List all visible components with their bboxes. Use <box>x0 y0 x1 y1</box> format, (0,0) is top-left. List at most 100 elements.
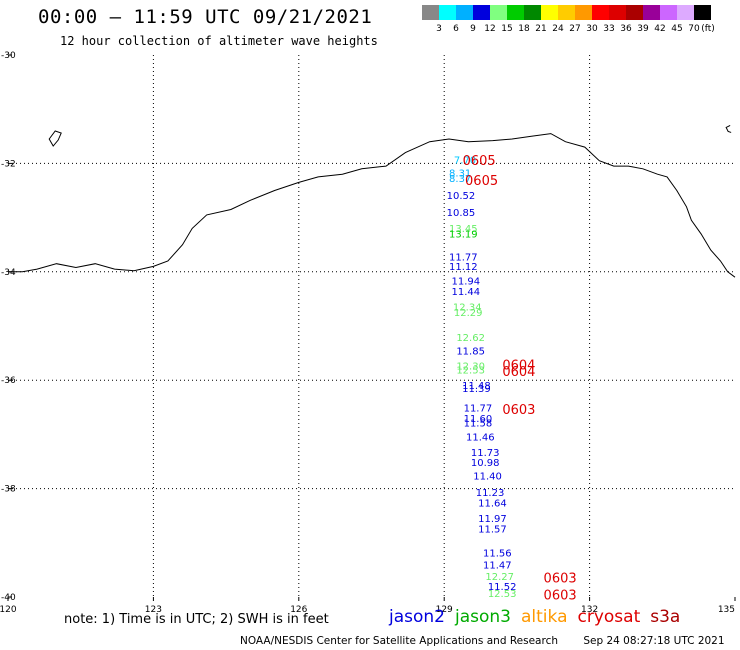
legend-swatch <box>490 5 507 20</box>
wave-height-label: 11.85 <box>456 347 485 358</box>
legend-swatch <box>643 5 660 20</box>
wave-height-label: 10.98 <box>471 458 500 469</box>
wave-height-label: 11.12 <box>449 262 478 273</box>
satellite-legend-item: cryosat <box>577 607 641 627</box>
y-axis-label: -36 <box>1 376 16 386</box>
wave-height-label: 11.97 <box>478 514 507 525</box>
wave-height-label: 11.40 <box>473 471 502 482</box>
legend-label: 21 <box>535 24 547 34</box>
y-axis-label: -40 <box>1 593 16 603</box>
wave-height-label: 7.70 <box>454 155 476 166</box>
australia-coastline <box>8 133 736 278</box>
legend-label: 24 <box>552 24 564 34</box>
legend-label: 3 <box>436 24 442 34</box>
x-axis-label: 135 <box>718 605 735 615</box>
legend-label: 12 <box>484 24 496 34</box>
x-axis-label: 129 <box>436 605 453 615</box>
pass-time-label: 0603 <box>544 589 577 604</box>
x-axis-label: 123 <box>145 605 162 615</box>
legend-label: 36 <box>620 24 632 34</box>
satellite-legend-item: s3a <box>650 607 681 627</box>
legend-swatch <box>609 5 626 20</box>
x-axis-label: 132 <box>581 605 598 615</box>
wave-height-observations: 7.708.318.3710.5210.8513.4513.1911.7711.… <box>447 155 517 600</box>
legend-swatch <box>677 5 694 20</box>
footer-timestamp: Sep 24 08:27:18 UTC 2021 <box>583 635 725 647</box>
color-legend: 3 6 9 12 15 18 21 24 27 30 33 36 39 42 45 70 (ft) <box>422 5 715 34</box>
pass-time-label: 0603 <box>544 571 577 586</box>
footer: NOAA/NESDIS Center for Satellite Applica… <box>240 635 725 647</box>
y-axis-label: -34 <box>1 268 16 278</box>
pass-time-label: 0604 <box>502 365 535 380</box>
legend-label: 18 <box>518 24 530 34</box>
wave-height-label: 11.73 <box>471 448 500 459</box>
island-outline <box>725 125 732 133</box>
legend-label: 6 <box>453 24 459 34</box>
wave-height-label: 11.47 <box>483 560 512 571</box>
wave-height-label: 11.94 <box>451 276 480 287</box>
x-axis-label: 120 <box>0 605 17 615</box>
legend-swatch <box>694 5 711 20</box>
wave-height-label: 13.45 <box>449 224 478 235</box>
wave-height-label: 10.85 <box>447 208 476 219</box>
legend-labels: 3 6 9 12 15 18 21 24 27 30 33 36 39 42 45 70 (ft) <box>422 24 740 36</box>
legend-label: 70 <box>688 24 700 34</box>
satellite-legend-item: altika <box>521 607 568 627</box>
wave-height-label: 11.57 <box>478 525 507 536</box>
wave-height-label: 11.64 <box>478 498 507 509</box>
legend-swatch <box>422 5 439 20</box>
legend-label: 27 <box>569 24 581 34</box>
legend-label: 30 <box>586 24 598 34</box>
island-outline <box>48 130 62 147</box>
legend-label: 39 <box>637 24 649 34</box>
satellite-legend-item: jason3 <box>455 607 511 627</box>
legend-label: 42 <box>654 24 666 34</box>
footer-credit: NOAA/NESDIS Center for Satellite Applica… <box>240 635 558 647</box>
y-axis-label: -32 <box>1 159 16 169</box>
legend-swatch <box>473 5 490 20</box>
units-note: note: 1) Time is in UTC; 2) SWH is in fe… <box>64 612 329 627</box>
legend-label: 45 <box>671 24 683 34</box>
page-title: 00:00 – 11:59 UTC 09/21/2021 <box>38 6 373 28</box>
legend-swatch <box>439 5 456 20</box>
wave-height-label: 11.77 <box>449 252 478 263</box>
wave-height-label: 13.19 <box>449 230 478 241</box>
pass-time-label: 0604 <box>502 358 535 373</box>
x-axis-label: 126 <box>290 605 307 615</box>
legend-swatch <box>507 5 524 20</box>
legend-label: (ft) <box>701 24 715 34</box>
legend-swatch <box>592 5 609 20</box>
legend-swatch <box>558 5 575 20</box>
wave-height-label: 11.52 <box>488 582 517 593</box>
pass-time-label: 0605 <box>465 174 498 189</box>
legend-label: 15 <box>501 24 513 34</box>
legend-swatch <box>541 5 558 20</box>
legend-swatch <box>575 5 592 20</box>
wave-height-label: 11.77 <box>464 404 493 415</box>
wave-height-label: 8.37 <box>449 174 471 185</box>
wave-height-label: 11.60 <box>464 414 493 425</box>
pass-time-label: 0603 <box>502 403 535 418</box>
satellite-legend: jason2 jason3 altika cryosat s3a <box>389 607 680 627</box>
wave-height-label: 12.53 <box>488 589 517 600</box>
legend-swatch <box>456 5 473 20</box>
legend-label: 9 <box>470 24 476 34</box>
legend-label: 33 <box>603 24 615 34</box>
graticule <box>7 54 736 601</box>
wave-height-label: 12.27 <box>485 572 514 583</box>
wave-height-label: 11.44 <box>451 287 480 298</box>
y-axis-label: -38 <box>1 485 16 495</box>
page-subtitle: 12 hour collection of altimeter wave hei… <box>60 34 378 48</box>
y-axis-label: -30 <box>1 51 16 61</box>
coastline <box>8 125 736 278</box>
wave-height-label: 8.31 <box>449 168 471 179</box>
wave-height-label: 12.29 <box>454 308 483 319</box>
legend-swatch <box>524 5 541 20</box>
satellite-legend-item: jason2 <box>389 607 445 627</box>
legend-swatch <box>660 5 677 20</box>
wave-height-label: 11.46 <box>466 432 495 443</box>
wave-height-label: 11.23 <box>476 488 505 499</box>
wave-height-label: 12.30 <box>456 361 485 372</box>
